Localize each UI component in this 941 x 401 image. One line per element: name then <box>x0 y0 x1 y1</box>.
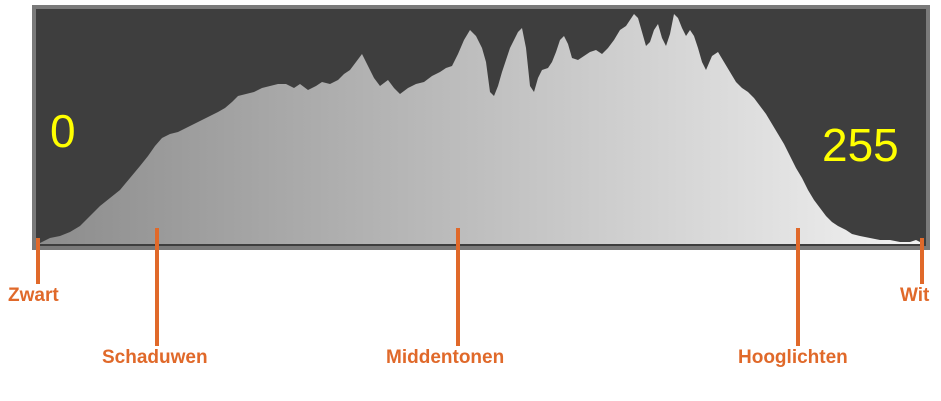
label-hooglichten: Hooglichten <box>738 347 848 368</box>
marker-wit <box>920 238 924 284</box>
label-zwart: Zwart <box>8 285 59 306</box>
label-middentonen: Middentonen <box>386 347 505 368</box>
black-point-value: 0 <box>50 105 76 157</box>
histogram <box>32 5 930 250</box>
label-wit: Wit <box>900 285 930 306</box>
histogram-curve <box>38 14 924 244</box>
marker-hooglichten <box>796 228 800 346</box>
marker-middentonen <box>456 228 460 346</box>
marker-zwart <box>36 238 40 284</box>
marker-schaduwen <box>155 228 159 346</box>
label-schaduwen: Schaduwen <box>102 347 208 368</box>
white-point-value: 255 <box>822 119 899 171</box>
